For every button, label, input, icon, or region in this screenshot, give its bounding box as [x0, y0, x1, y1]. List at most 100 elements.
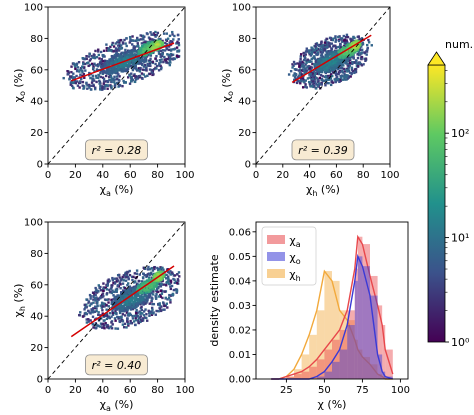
- histogram-cell: [313, 77, 316, 81]
- histogram-cell: [89, 57, 92, 61]
- histogram-cell: [67, 72, 70, 76]
- histogram-cell: [115, 277, 119, 280]
- histogram-cell: [158, 58, 162, 62]
- histogram-cell: [150, 266, 153, 270]
- histogram-cell: [344, 57, 347, 60]
- histogram-cell: [96, 76, 100, 79]
- histogram-cell: [99, 88, 102, 91]
- histogram-bar: [324, 271, 332, 379]
- y-tick-label: 20: [238, 128, 251, 139]
- histogram-cell: [344, 41, 347, 45]
- histogram-cell: [112, 305, 116, 308]
- histogram-cell: [137, 55, 141, 59]
- histogram-cell: [306, 69, 309, 72]
- histogram-cell: [128, 62, 132, 65]
- histogram-bar: [294, 369, 302, 379]
- histogram-cell: [108, 74, 112, 77]
- histogram-cell: [146, 273, 150, 276]
- histogram-cell: [92, 291, 95, 294]
- histogram-cell: [102, 324, 106, 327]
- histogram-cell: [132, 74, 136, 77]
- histogram-cell: [135, 292, 139, 295]
- histogram-cell: [129, 307, 132, 310]
- histogram-cell: [114, 71, 118, 75]
- histogram-cell: [88, 293, 92, 297]
- histogram-cell: [110, 70, 114, 73]
- histogram-cell: [314, 80, 317, 83]
- histogram-cell: [144, 290, 148, 293]
- histogram-cell: [88, 63, 92, 67]
- histogram-cell: [87, 301, 90, 304]
- histogram-cell: [352, 39, 355, 43]
- histogram-cell: [142, 59, 145, 63]
- histogram-cell: [344, 45, 347, 49]
- histogram-cell: [103, 59, 107, 62]
- histogram-cell: [123, 301, 126, 304]
- histogram-bar: [332, 361, 340, 379]
- histogram-cell: [148, 72, 152, 76]
- histogram-cell: [104, 322, 107, 325]
- histogram-cell: [132, 303, 135, 307]
- histogram-cell: [310, 81, 313, 84]
- axes-frame: [47, 6, 186, 165]
- histogram-cell: [81, 84, 84, 87]
- histogram-cell: [109, 325, 113, 328]
- histogram-cell: [313, 74, 317, 78]
- histogram-cell: [347, 43, 350, 46]
- histogram-cell: [171, 272, 174, 276]
- histogram-cell: [136, 291, 140, 294]
- histogram-cell: [103, 69, 106, 73]
- histogram-cell: [164, 41, 167, 45]
- histogram-cell: [345, 39, 348, 42]
- histogram-cell: [353, 68, 357, 71]
- histogram-cell: [99, 294, 103, 298]
- histogram-cell: [367, 41, 371, 44]
- histogram-cell: [147, 309, 150, 313]
- histogram-cell: [99, 304, 102, 307]
- histogram-cell: [126, 63, 130, 67]
- histogram-cell: [129, 51, 132, 54]
- histogram-cell: [331, 74, 334, 78]
- histogram-cell: [339, 75, 342, 78]
- y-tick-label: 100: [24, 3, 43, 14]
- histogram-cell: [95, 80, 98, 84]
- histogram-cell: [125, 291, 128, 294]
- histogram-cell: [159, 307, 162, 311]
- histogram-cell: [121, 282, 125, 285]
- histogram-cell: [107, 47, 111, 50]
- histogram-cell: [122, 326, 126, 329]
- histogram-cell: [143, 43, 146, 46]
- histogram-cell: [337, 71, 341, 74]
- histogram-cell: [155, 278, 159, 282]
- histogram-cell: [94, 86, 97, 89]
- histogram-cell: [148, 285, 152, 288]
- histogram-cell: [344, 35, 348, 39]
- histogram-cell: [339, 54, 343, 57]
- histogram-cell: [153, 266, 156, 269]
- histogram-cell: [169, 298, 172, 302]
- histogram-cell: [126, 275, 130, 279]
- histogram-bar: [339, 310, 348, 379]
- histogram-cell: [322, 58, 325, 61]
- histogram-cell: [343, 59, 346, 63]
- histogram-cell: [360, 45, 363, 48]
- histogram-cell: [130, 302, 134, 305]
- histogram-cell: [113, 75, 116, 79]
- histogram-cell: [89, 319, 92, 322]
- histogram-cell: [94, 49, 97, 53]
- histogram-cell: [128, 274, 132, 277]
- histogram-cell: [159, 55, 162, 59]
- histogram-cell: [162, 60, 165, 64]
- histogram-cell: [89, 88, 93, 91]
- histogram-bar: [294, 374, 302, 379]
- histogram-cell: [125, 275, 128, 279]
- histogram-cell: [83, 76, 86, 79]
- histogram-cell: [318, 67, 321, 70]
- histogram-cell: [304, 71, 308, 75]
- histogram-cell: [122, 67, 126, 71]
- histogram-cell: [149, 288, 153, 292]
- histogram-cell: [336, 52, 339, 56]
- histogram-cell: [162, 32, 166, 35]
- histogram-cell: [133, 306, 137, 309]
- histogram-cell: [103, 85, 106, 89]
